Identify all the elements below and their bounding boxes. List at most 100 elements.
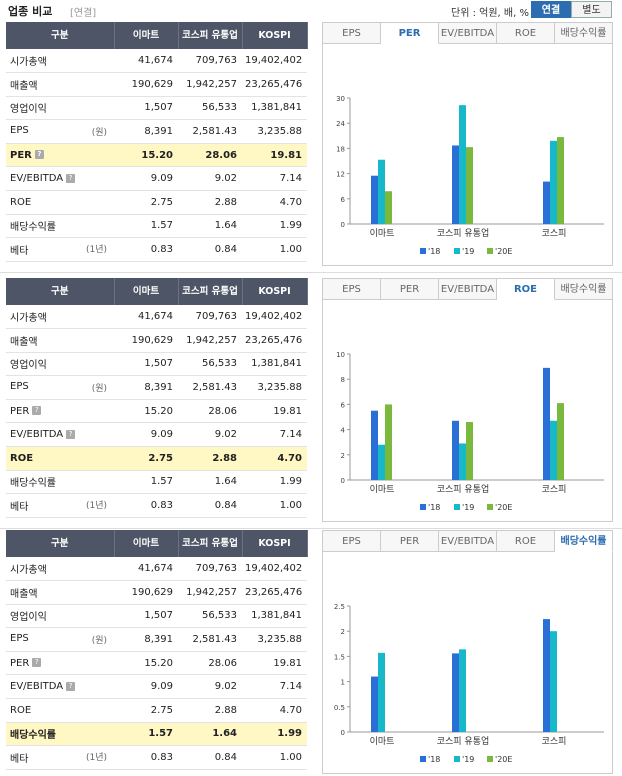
y-tick-label: 4 [341,427,346,435]
table-row: 매출액 190,629 1,942,257 23,265,476 [6,580,307,605]
row-label-cell: EV/EBITDA? [6,166,114,192]
value-cell: 1.99 [242,470,307,495]
help-icon[interactable]: ? [32,658,42,668]
value-cell: 23,265,476 [242,580,307,605]
help-icon[interactable]: ? [34,150,44,160]
table-row: 영업이익 1,507 56,533 1,381,841 [6,604,307,629]
bar [452,420,459,480]
legend-label: '20E [495,503,512,512]
chart-tab[interactable]: 배당수익률 [555,530,613,552]
table-row: 베타 (1년) 0.83 0.84 1.00 [6,493,307,518]
chart-tab[interactable]: EPS [322,22,381,44]
row-label: 매출액 [10,588,38,600]
chart-tab[interactable]: EPS [322,278,381,300]
value-cell: 41,674 [114,305,178,330]
chart-tab[interactable]: PER [381,530,439,552]
legend-label: '19 [462,755,474,764]
value-cell: 19.81 [242,399,307,424]
column-header: KOSPI [242,22,308,49]
bar [378,444,385,480]
table-row: 영업이익 1,507 56,533 1,381,841 [6,352,307,377]
y-tick-label: 6 [341,196,346,204]
row-label-cell: 배당수익률 [6,214,114,239]
consolidated-toggle[interactable]: 연결 [531,1,571,18]
comparison-table: 구분 이마트 코스피 유통업 KOSPI 시가총액 41,674 709,763 19,402… [6,530,308,770]
value-cell: 28.06 [178,399,242,424]
row-label: PER [10,149,32,161]
row-unit-note: (원) [91,128,107,139]
value-cell: 3,235.88 [242,119,307,144]
row-label-cell: 배당수익률 [6,722,114,747]
column-header: 이마트 [114,278,179,305]
value-cell: 190,629 [114,328,178,353]
value-cell: 709,763 [178,305,242,330]
row-label-cell: 베타 (1년) [6,237,114,262]
help-icon[interactable]: ? [66,173,76,183]
value-cell: 19,402,402 [242,49,307,74]
help-icon[interactable]: ? [32,406,42,416]
value-cell: 1.64 [178,214,242,239]
value-cell: 7.14 [242,166,307,192]
value-cell: 0.84 [178,237,242,262]
chart-tab[interactable]: PER [381,22,439,44]
bar [550,140,557,224]
bar [371,410,378,480]
value-cell: 8,391 [114,119,178,144]
chart-tab[interactable]: EV/EBITDA [439,530,497,552]
chart-tab[interactable]: ROE [497,530,555,552]
y-tick-label: 0 [341,729,345,737]
chart-tab[interactable]: PER [381,278,439,300]
row-label: 베타 [10,502,29,514]
value-cell: 0.83 [114,493,178,518]
value-cell: 1.57 [114,722,178,747]
value-cell: 3,235.88 [242,627,307,652]
value-cell: 4.70 [242,446,307,471]
bar [385,191,392,224]
chart-tab[interactable]: EV/EBITDA [439,22,497,44]
chart-tab[interactable]: 배당수익률 [555,22,613,44]
chart-tab[interactable]: ROE [497,22,555,44]
chart-tab[interactable]: 배당수익률 [555,278,613,300]
value-cell: 9.09 [114,166,178,192]
x-category-label: 코스피 유통업 [437,228,490,239]
row-label-cell: 베타 (1년) [6,493,114,518]
bar [378,159,385,224]
column-header: 이마트 [114,530,179,557]
y-tick-label: 0.5 [334,704,345,712]
chart-tab[interactable]: ROE [497,278,555,300]
row-label-cell: EV/EBITDA? [6,674,114,700]
row-label: 영업이익 [10,612,47,624]
chart-tab[interactable]: EV/EBITDA [439,278,497,300]
value-cell: 28.06 [178,651,242,676]
table-row: 시가총액 41,674 709,763 19,402,402 [6,305,307,330]
row-label-cell: 매출액 [6,72,114,97]
value-cell: 9.09 [114,422,178,448]
legend-swatch [420,756,426,762]
row-unit-note: (원) [91,384,107,395]
row-label-cell: EPS (원) [6,627,114,652]
bar [550,631,557,732]
bar [371,676,378,732]
row-label-cell: 매출액 [6,580,114,605]
bar [466,422,473,480]
help-icon[interactable]: ? [66,681,76,691]
value-cell: 23,265,476 [242,72,307,97]
y-tick-label: 0 [341,477,345,485]
column-header: 코스피 유통업 [178,530,243,557]
table-row: ROE 2.75 2.88 4.70 [6,698,307,723]
legend-label: '19 [462,247,474,256]
table-header-row: 구분 이마트 코스피 유통업 KOSPI [6,530,308,557]
chart-tab[interactable]: EPS [322,530,381,552]
unit-text: 단위 : 억원, 배, % [451,8,529,19]
row-label: 베타 [10,246,29,258]
separate-toggle[interactable]: 별도 [571,1,612,18]
value-cell: 7.14 [242,674,307,700]
help-icon[interactable]: ? [66,429,76,439]
value-cell: 19.81 [242,651,307,676]
value-cell: 1,507 [114,604,178,629]
value-cell: 190,629 [114,580,178,605]
legend-swatch [420,504,426,510]
table-row: EPS (원) 8,391 2,581.43 3,235.88 [6,627,307,652]
value-cell: 3,235.88 [242,375,307,400]
chart-tabs: EPS PER EV/EBITDA ROE 배당수익률 [322,530,613,552]
